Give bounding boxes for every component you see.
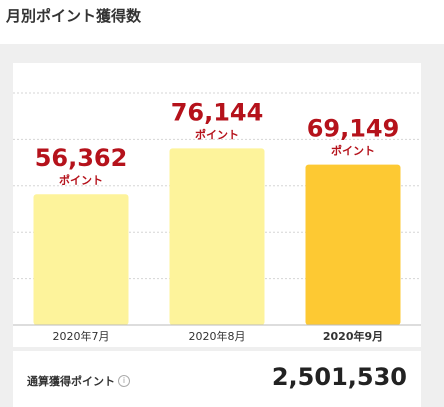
x-tick-label: 2020年7月 [53,329,110,343]
header: 月別ポイント獲得数 [0,0,444,44]
bar-unit-label: ポイント [331,144,375,158]
chart-panel: 56,362 ポイント 2020年7月 76,144 ポイント 2020年8月 69,149… [13,63,421,347]
bar-value-label: 69,149 [307,115,400,143]
bar-unit-label: ポイント [59,173,103,187]
total-points-bar: 通算獲得ポイント i 2,501,530 [13,351,421,407]
bar-2 [170,148,265,325]
bar-1 [34,194,129,325]
x-tick-label: 2020年8月 [189,329,246,343]
bar-value-label: 56,362 [35,144,128,172]
total-points-label: 通算獲得ポイント i [27,373,130,389]
total-points-label-text: 通算獲得ポイント [27,373,115,389]
monthly-points-chart: 56,362ポイント2020年7月76,144ポイント2020年8月69,149… [13,63,421,347]
bar-unit-label: ポイント [195,127,239,141]
page-title: 月別ポイント獲得数 [6,5,141,26]
bar-value-label: 76,144 [171,98,264,126]
total-points-value: 2,501,530 [272,363,407,391]
x-tick-label: 2020年9月 [323,329,383,343]
info-icon[interactable]: i [118,375,130,387]
bar-3 [306,165,401,325]
